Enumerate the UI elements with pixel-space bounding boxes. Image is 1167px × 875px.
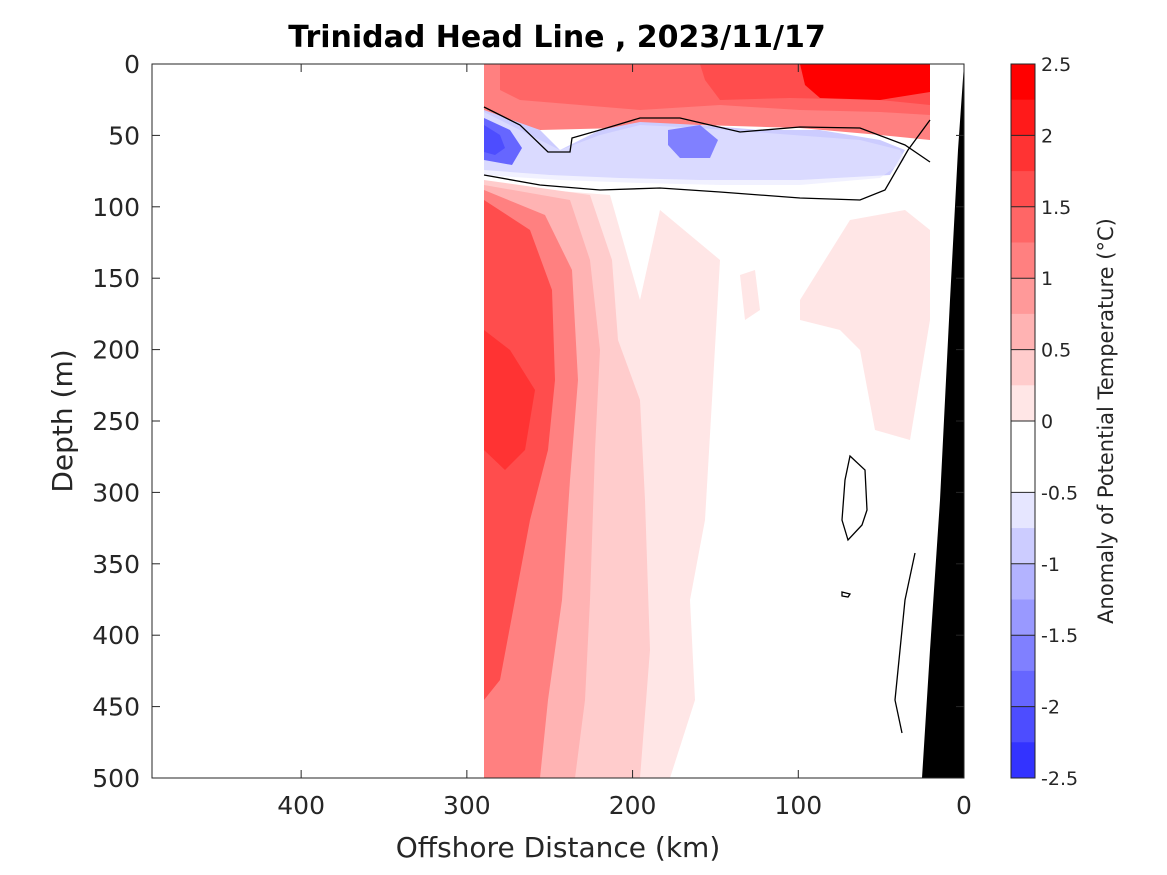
contour-loop-2 <box>841 591 852 598</box>
colorbar-level <box>1011 242 1035 279</box>
y-tick-label: 250 <box>92 407 140 436</box>
colorbar-label: Anomaly of Potential Temperature (°C) <box>1094 218 1118 624</box>
colorbar-level <box>1011 278 1035 315</box>
colorbar-tick-label: 2 <box>1041 125 1053 147</box>
contour-loop-1 <box>841 454 868 542</box>
colorbar-tick-label: 1 <box>1041 268 1053 290</box>
contour-lower <box>483 119 931 201</box>
colorbar-level <box>1011 64 1035 101</box>
colorbar-level <box>1011 385 1035 422</box>
y-tick-label: 150 <box>92 264 140 293</box>
contour-lines <box>483 106 931 734</box>
colorbar-level <box>1011 635 1035 672</box>
x-axis: 400 300 200 100 0 <box>277 64 972 820</box>
colorbar-level <box>1011 171 1035 208</box>
y-axis: 0 50 100 150 200 250 300 350 400 450 500 <box>92 50 964 793</box>
x-tick-label: 300 <box>443 791 491 820</box>
colorbar: 2.5 2 1.5 1 0.5 0 -0.5 -1 -1.5 -2 -2.5 <box>1010 54 1078 790</box>
y-tick-label: 500 <box>92 764 140 793</box>
plot-area <box>152 64 964 778</box>
region-surface-max <box>800 64 930 100</box>
colorbar-tick-label: -0.5 <box>1041 482 1078 504</box>
colorbar-tick-label: 0 <box>1041 411 1053 433</box>
colorbar-tick-label: -1.5 <box>1041 625 1078 647</box>
colorbar-level <box>1011 313 1035 351</box>
colorbar-level <box>1011 742 1035 779</box>
chart-title: Trinidad Head Line , 2023/11/17 <box>288 20 825 55</box>
region-offshore-warm-patch-2 <box>740 270 760 320</box>
colorbar-level <box>1011 421 1035 458</box>
x-tick-label: 200 <box>609 791 657 820</box>
colorbar-tick-label: 1.5 <box>1041 197 1071 219</box>
colorbar-level <box>1011 670 1035 708</box>
colorbar-level <box>1011 563 1035 600</box>
colorbar-level <box>1011 349 1035 386</box>
y-tick-label: 200 <box>92 336 140 365</box>
region-cold-core-west-inner <box>484 125 505 155</box>
contour-coastal <box>894 552 916 734</box>
y-tick-label: 100 <box>92 193 140 222</box>
x-tick-label: 400 <box>277 791 325 820</box>
colorbar-tick-label: 0.5 <box>1041 340 1071 362</box>
bathymetry-mask <box>922 64 964 778</box>
colorbar-level <box>1011 99 1035 136</box>
colorbar-level <box>1011 706 1035 743</box>
x-axis-label: Offshore Distance (km) <box>396 831 721 864</box>
colorbar-level <box>1011 456 1035 493</box>
colorbar-level <box>1011 599 1035 636</box>
x-tick-label: 100 <box>774 791 822 820</box>
region-cold-core-mid <box>668 125 718 158</box>
region-offshore-warm-patch <box>800 210 930 440</box>
colorbar-tick-label: -2.5 <box>1041 768 1078 790</box>
y-tick-label: 450 <box>92 693 140 722</box>
y-tick-label: 300 <box>92 478 140 507</box>
y-tick-label: 50 <box>108 121 140 150</box>
colorbar-level <box>1011 492 1035 529</box>
colorbar-tick-label: -2 <box>1041 697 1060 719</box>
colorbar-tick-label: 2.5 <box>1041 54 1071 76</box>
colorbar-tick-label: -1 <box>1041 554 1060 576</box>
contour-upper <box>483 106 931 163</box>
colorbar-level <box>1011 135 1035 172</box>
y-axis-label: Depth (m) <box>46 349 79 492</box>
x-tick-label: 0 <box>956 791 972 820</box>
colorbar-level <box>1011 206 1035 243</box>
region-deep-core-max <box>484 330 535 470</box>
colorbar-level <box>1011 528 1035 565</box>
y-tick-label: 350 <box>92 550 140 579</box>
y-tick-label: 400 <box>92 621 140 650</box>
y-tick-label: 0 <box>124 50 140 79</box>
